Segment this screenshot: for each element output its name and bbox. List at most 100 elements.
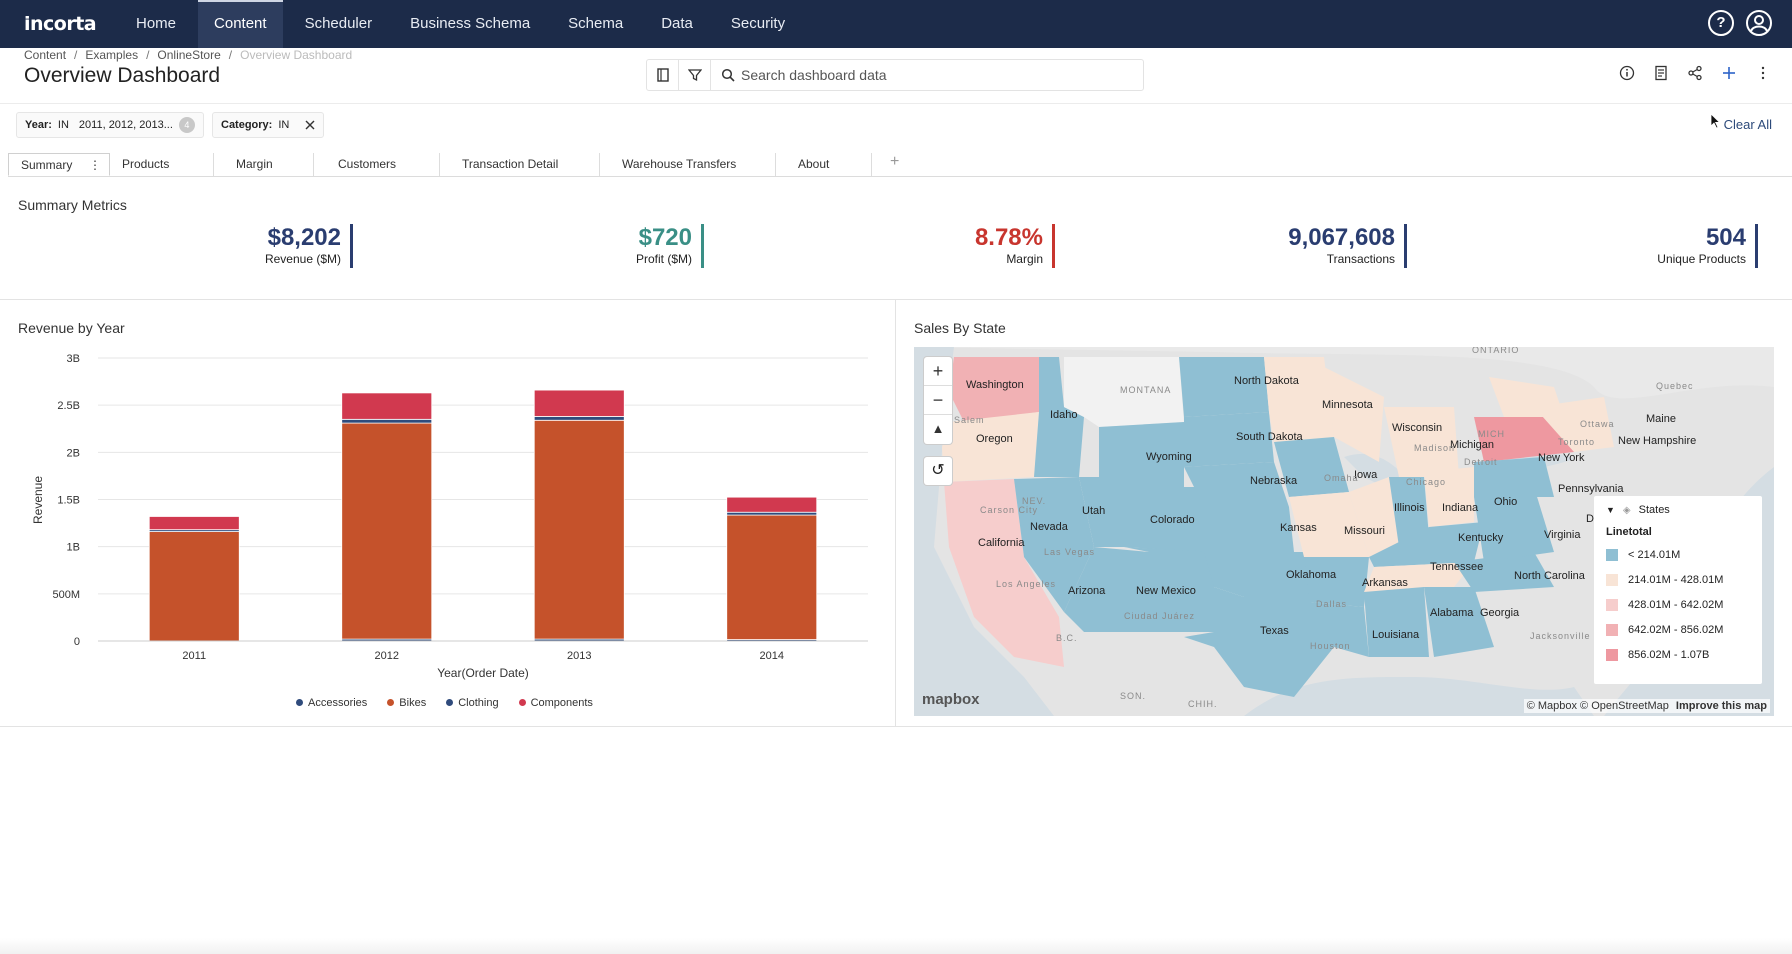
close-icon[interactable]: [305, 120, 315, 130]
sales-by-state-map[interactable]: Washington Oregon California Idaho Nevad…: [914, 347, 1774, 716]
nav-item-scheduler[interactable]: Scheduler: [304, 15, 373, 32]
state-label-ohio: Ohio: [1494, 496, 1518, 508]
x-axis-label: Year(Order Date): [437, 666, 529, 680]
metric-label: Margin: [1006, 252, 1043, 266]
geo-label: Chicago: [1406, 477, 1447, 487]
caret-down-icon[interactable]: ▼: [1606, 505, 1615, 515]
attribution-text[interactable]: © Mapbox © OpenStreetMap: [1526, 700, 1669, 712]
geo-label: Ottawa: [1580, 419, 1615, 429]
zoom-in-icon[interactable]: +: [924, 357, 952, 386]
user-circle-icon[interactable]: [1746, 10, 1772, 36]
breadcrumb-onlinestore[interactable]: OnlineStore: [157, 48, 221, 62]
improve-map-link[interactable]: Improve this map: [1675, 700, 1767, 712]
geo-label: Detroit: [1464, 457, 1498, 467]
report-icon[interactable]: [1652, 64, 1670, 82]
bookmark-icon[interactable]: [647, 60, 679, 90]
state-label-nebraska: Nebraska: [1250, 475, 1298, 487]
state-label-alabama: Alabama: [1430, 607, 1474, 619]
state-label-oregon: Oregon: [976, 433, 1013, 445]
geo-label: Las Vegas: [1044, 547, 1096, 557]
bar-segment-clothing: [726, 511, 818, 516]
x-tick-label: 2014: [760, 650, 784, 662]
bar-segment-bikes: [726, 514, 818, 640]
compass-icon[interactable]: ▲: [931, 421, 945, 436]
legend-item[interactable]: Components: [518, 697, 593, 709]
geo-label: CHIH.: [1188, 699, 1218, 709]
y-tick-label: 2B: [67, 447, 80, 459]
state-label-virginia: Virginia: [1544, 529, 1581, 541]
state-label-minnesota: Minnesota: [1322, 399, 1373, 411]
y-tick-label: 1.5B: [57, 495, 80, 507]
tab-warehouse-transfers[interactable]: Warehouse Transfers: [600, 153, 776, 176]
more-vertical-icon[interactable]: ⋮: [89, 158, 101, 172]
nav-item-security[interactable]: Security: [730, 15, 786, 32]
state-label-arkansas: Arkansas: [1362, 577, 1408, 589]
help-circle-icon[interactable]: ?: [1708, 10, 1734, 36]
tab-customers[interactable]: Customers: [314, 153, 440, 176]
tab-margin[interactable]: Margin: [214, 153, 314, 176]
legend-item[interactable]: Bikes: [387, 697, 426, 709]
chart-legend: Accessories Bikes Clothing Components: [296, 697, 593, 709]
state-label-new-hampshire: New Hampshire: [1618, 435, 1697, 447]
geo-label: NEV.: [1022, 496, 1047, 506]
legend-label: Components: [530, 697, 593, 709]
tab-summary[interactable]: Summary ⋮: [8, 153, 110, 176]
nav-item-schema[interactable]: Schema: [568, 15, 624, 32]
legend-dot-icon: [518, 699, 526, 706]
state-label-kansas: Kansas: [1280, 522, 1317, 534]
metric-profit: $720 Profit ($M): [636, 224, 704, 268]
filter-icon[interactable]: [679, 60, 711, 90]
tab-transaction-detail[interactable]: Transaction Detail: [440, 153, 600, 176]
metric-value: 504: [1705, 224, 1746, 251]
add-icon[interactable]: [1720, 64, 1738, 82]
state-label-new-mexico: New Mexico: [1136, 585, 1196, 597]
legend-label: Accessories: [308, 697, 368, 709]
geo-label: Salem: [954, 415, 985, 425]
incorta-logo[interactable]: incorta: [24, 13, 97, 35]
mapbox-logo[interactable]: mapbox: [922, 691, 980, 708]
bar-segment-components: [726, 496, 818, 513]
geo-label: Dallas: [1316, 599, 1348, 609]
dashboard-actions: [1618, 64, 1772, 82]
state-label-indiana: Indiana: [1442, 502, 1479, 514]
nav-item-data[interactable]: Data: [661, 15, 693, 32]
nav-item-business-schema[interactable]: Business Schema: [410, 15, 531, 32]
nav-item-content[interactable]: Content: [198, 0, 283, 48]
cursor-icon: [1710, 113, 1721, 134]
zoom-out-icon[interactable]: −: [924, 386, 952, 415]
search-input[interactable]: [741, 67, 1141, 83]
y-tick-label: 3B: [67, 353, 80, 365]
breadcrumb-examples[interactable]: Examples: [85, 48, 139, 62]
state-label-colorado: Colorado: [1150, 514, 1195, 526]
metric-value: 8.78%: [974, 224, 1043, 251]
bar-segment-clothing: [533, 416, 625, 421]
tab-products[interactable]: Products: [110, 153, 214, 176]
filter-chip-year[interactable]: Year: IN 2011, 2012, 2013... 4: [16, 112, 204, 138]
legend-item[interactable]: Clothing: [446, 697, 499, 709]
breadcrumb-separator: /: [228, 48, 233, 62]
legend-item[interactable]: Accessories: [296, 697, 367, 709]
reset-view-icon[interactable]: ↺: [924, 457, 952, 485]
section-divider: [0, 726, 1792, 727]
filter-chip-category[interactable]: Category: IN: [212, 112, 325, 138]
state-label-iowa: Iowa: [1354, 469, 1378, 481]
x-tick-label: 2012: [375, 650, 399, 662]
share-icon[interactable]: [1686, 64, 1704, 82]
clear-all-button[interactable]: Clear All: [1723, 117, 1772, 132]
more-vertical-icon[interactable]: [1754, 64, 1772, 82]
state-label-idaho: Idaho: [1050, 409, 1078, 421]
nav-item-home[interactable]: Home: [136, 15, 177, 32]
map-legend-title: States: [1638, 504, 1670, 516]
geo-label: MONTANA: [1120, 385, 1172, 395]
metric-value: $720: [638, 224, 692, 251]
layers-icon: ◈: [1622, 504, 1631, 516]
geo-label: Los Angeles: [996, 579, 1057, 589]
breadcrumb-content[interactable]: Content: [24, 48, 67, 62]
add-tab-icon[interactable]: +: [890, 153, 900, 170]
tab-about[interactable]: About: [776, 153, 872, 176]
state-label-oklahoma: Oklahoma: [1286, 569, 1337, 581]
legend-label: Bikes: [399, 697, 427, 709]
breadcrumb-separator: /: [74, 48, 78, 62]
metric-unique-products: 504 Unique Products: [1657, 224, 1758, 268]
info-icon[interactable]: [1618, 64, 1636, 82]
